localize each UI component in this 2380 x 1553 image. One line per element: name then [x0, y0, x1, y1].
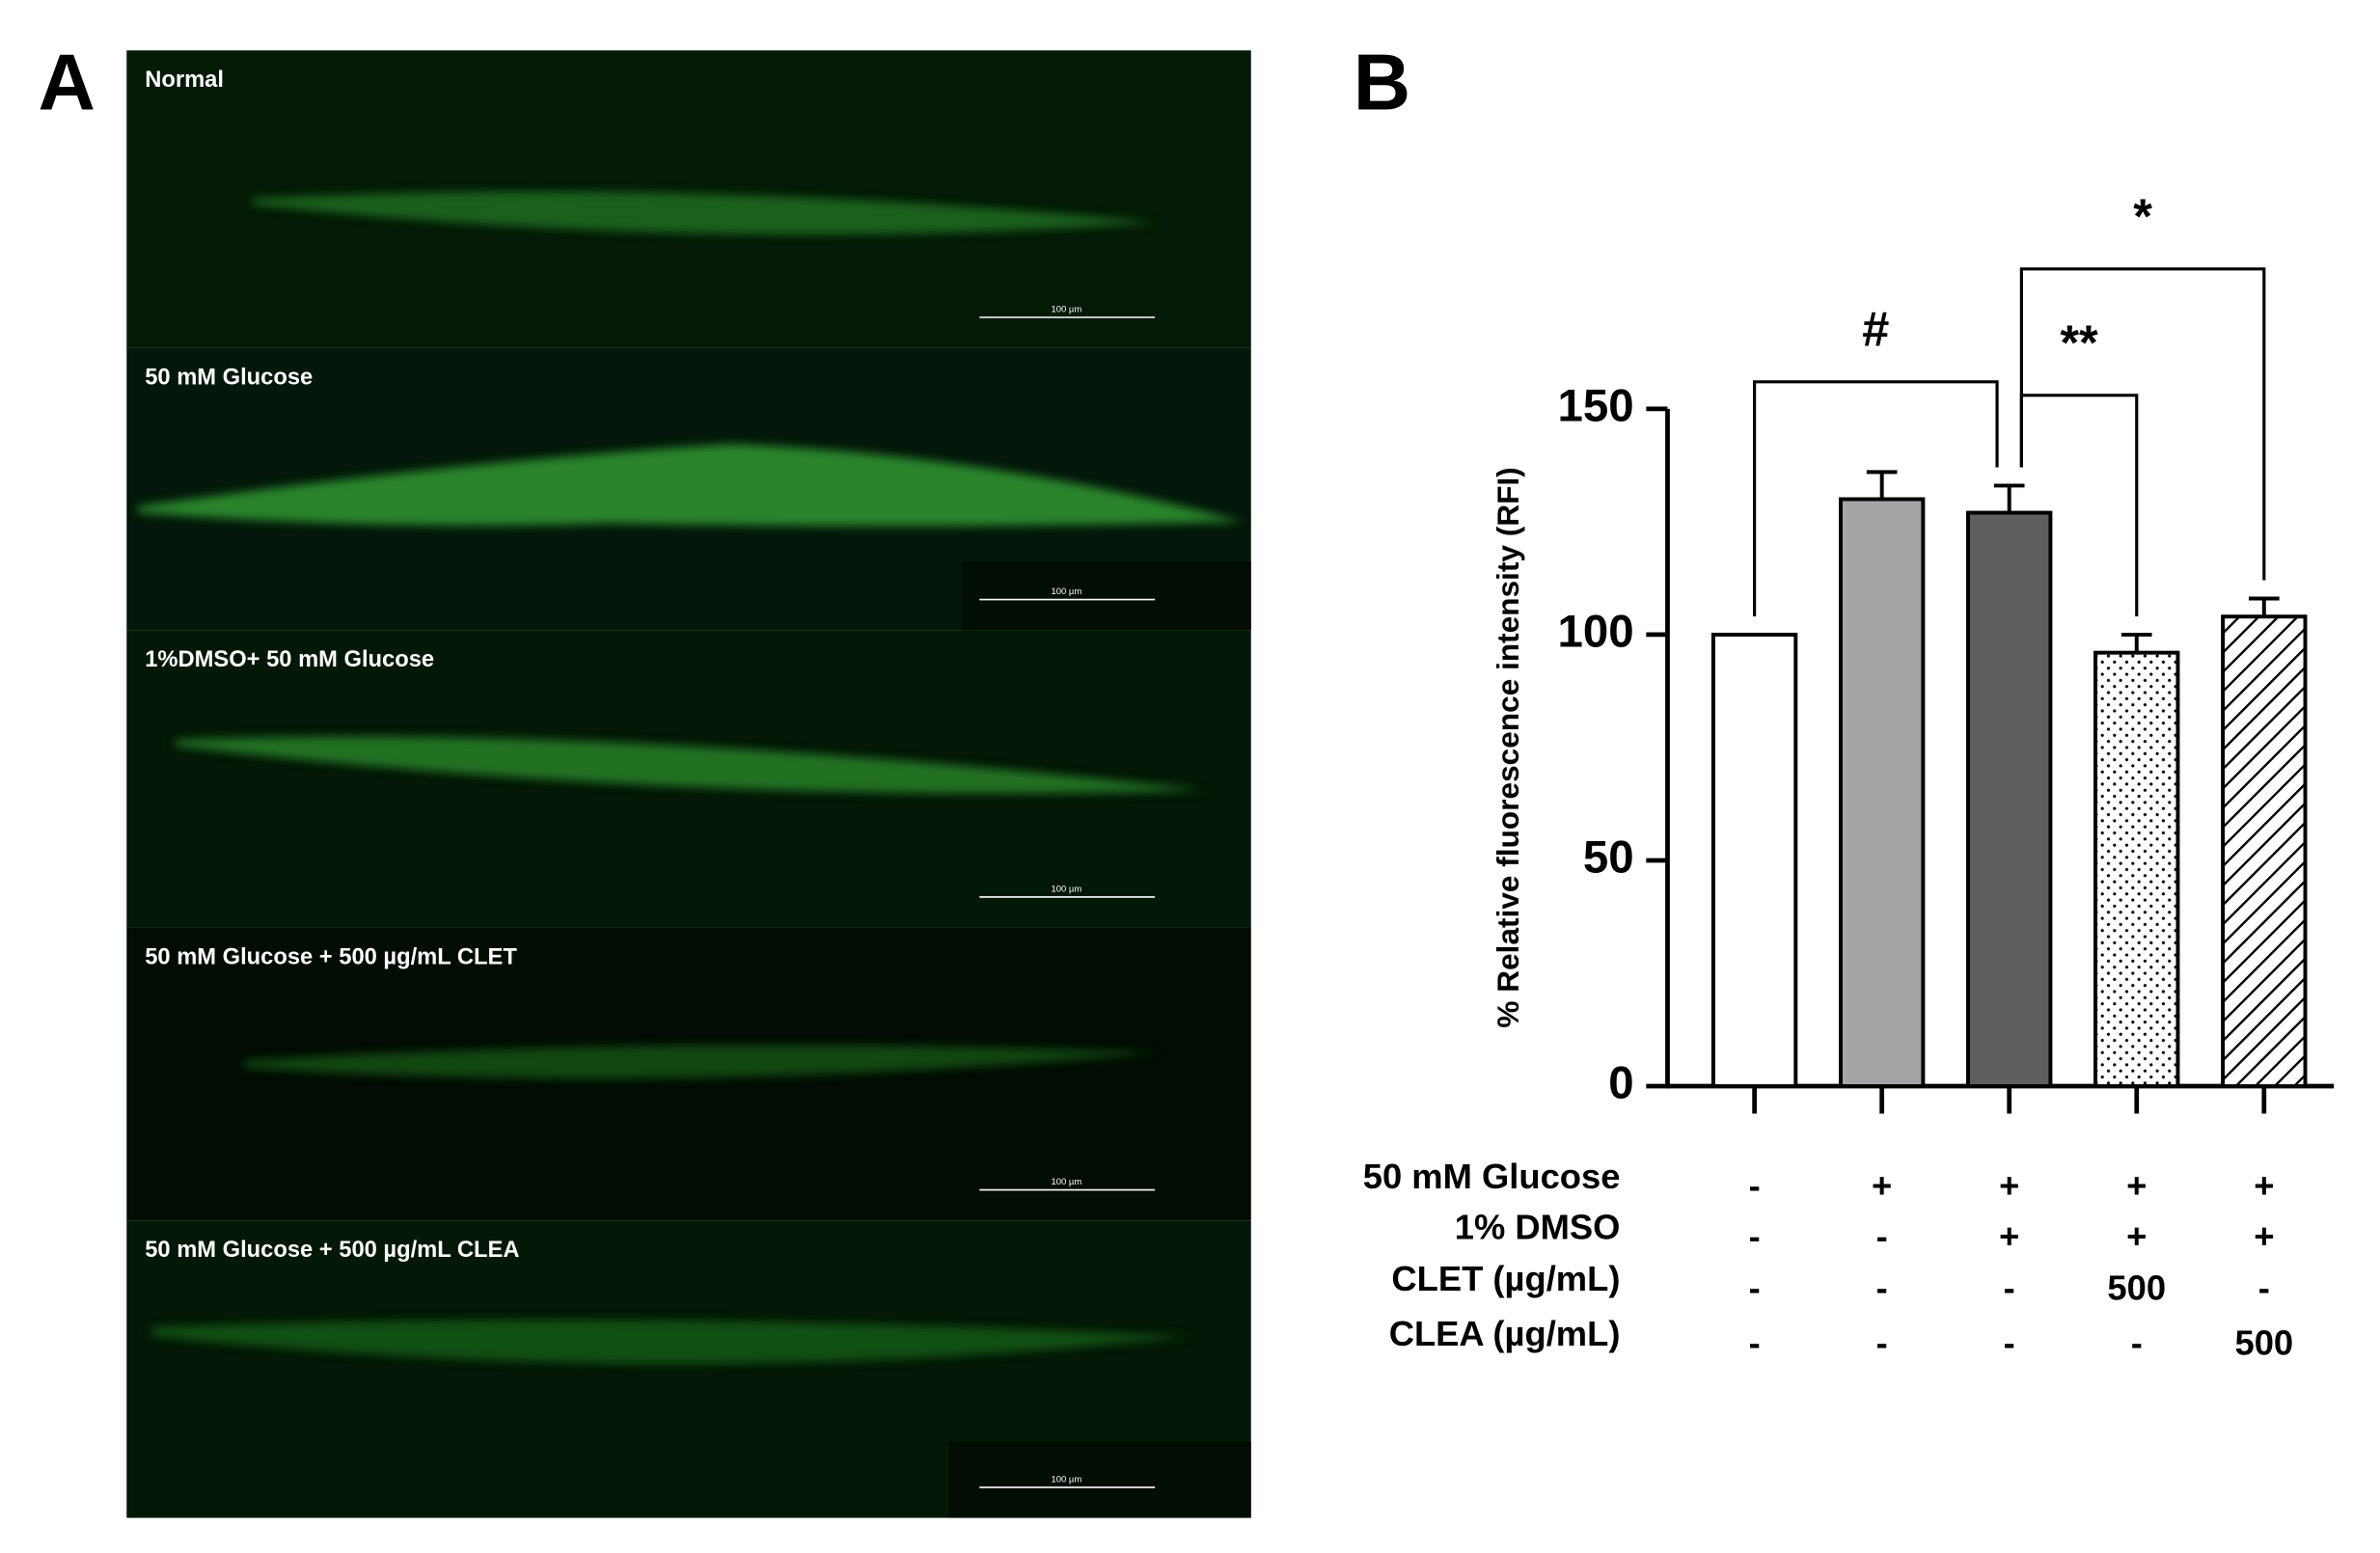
condition-value: -	[1749, 1216, 1761, 1256]
panel-label: A	[39, 40, 96, 127]
condition-value: -	[1876, 1268, 1888, 1308]
bar	[1838, 497, 1926, 1089]
condition-value: -	[1876, 1322, 1888, 1362]
y-tick-label: 50	[1583, 832, 1634, 884]
worms	[137, 191, 1244, 1364]
worm	[137, 444, 1244, 527]
condition-value: +	[2254, 1166, 2274, 1206]
panel-label: B	[1354, 40, 1410, 127]
condition-value: +	[2254, 1216, 2274, 1256]
condition-value: +	[1999, 1166, 2019, 1206]
bar	[2093, 650, 2180, 1089]
micrograph-label: 50 mM Glucose	[145, 366, 313, 391]
condition-value: -	[1749, 1268, 1761, 1308]
scale-bar-label: 100 µm	[1052, 586, 1082, 597]
y-tick-label: 150	[1558, 380, 1634, 431]
bar-chart: 0 50 100 150 % Relative fluorescence intensi…	[1363, 189, 2335, 1362]
worm	[251, 191, 1160, 235]
micrograph-label: 50 mM Glucose + 500 µg/mL CLEA	[145, 1238, 519, 1263]
error-bar	[1993, 483, 2025, 513]
significance-mark: #	[1862, 302, 1889, 357]
significance-mark: **	[2060, 315, 2098, 370]
condition-value: +	[2126, 1166, 2147, 1206]
worm	[175, 736, 1206, 794]
scale-box	[961, 561, 1251, 631]
condition-value: +	[1999, 1216, 2019, 1256]
bar	[1710, 632, 1798, 1089]
condition-value: -	[1749, 1322, 1761, 1362]
bar	[2221, 614, 2308, 1089]
condition-value: 500	[2107, 1268, 2166, 1308]
condition-value: -	[2258, 1268, 2270, 1308]
error-bar	[1866, 470, 1898, 500]
scale-bar-label: 100 µm	[1052, 885, 1082, 895]
bracket	[2019, 267, 2266, 581]
condition-value: +	[1872, 1166, 1892, 1206]
micrograph-label: Normal	[145, 68, 224, 93]
scale-bar-label: 100 µm	[1052, 1475, 1082, 1485]
y-axis-title: % Relative fluorescence intensity (RFI)	[1491, 467, 1525, 1027]
condition-name: CLET (µg/mL)	[1391, 1259, 1620, 1298]
bar	[1966, 510, 2053, 1089]
condition-value: -	[1876, 1216, 1888, 1256]
micrographs	[126, 50, 1251, 1518]
condition-value: -	[1749, 1166, 1761, 1206]
condition-name: CLEA (µg/mL)	[1389, 1314, 1621, 1353]
condition-value: +	[2126, 1216, 2147, 1256]
scale-box	[948, 1441, 1251, 1518]
micrograph-label: 1%DMSO+ 50 mM Glucose	[145, 647, 434, 672]
scale-bar-label: 100 µm	[1052, 1177, 1082, 1187]
condition-name: 50 mM Glucose	[1363, 1157, 1621, 1196]
significance-mark: *	[2133, 189, 2152, 244]
condition-value: -	[2004, 1268, 2015, 1308]
worm	[244, 1045, 1160, 1079]
significance-bracket: #	[1753, 302, 1999, 616]
bracket	[1753, 380, 1999, 616]
y-tick-label: 100	[1558, 606, 1634, 657]
condition-name: 1% DMSO	[1455, 1207, 1621, 1246]
y-tick-label: 0	[1608, 1058, 1633, 1109]
condition-value: 500	[2234, 1322, 2293, 1362]
scale-bar-label: 100 µm	[1052, 305, 1082, 315]
micrograph-labels: Normal 100 µm 50 mM Glucose 100 µm 1%DMSO+ 5…	[145, 68, 1156, 1488]
micrograph-label: 50 mM Glucose + 500 µg/mL CLET	[145, 944, 517, 969]
error-bar	[2248, 596, 2280, 617]
condition-value: -	[2004, 1322, 2015, 1362]
significance-bracket: *	[2019, 189, 2266, 581]
condition-value: -	[2131, 1322, 2143, 1362]
worm	[152, 1320, 1190, 1364]
error-bar	[2120, 632, 2152, 653]
